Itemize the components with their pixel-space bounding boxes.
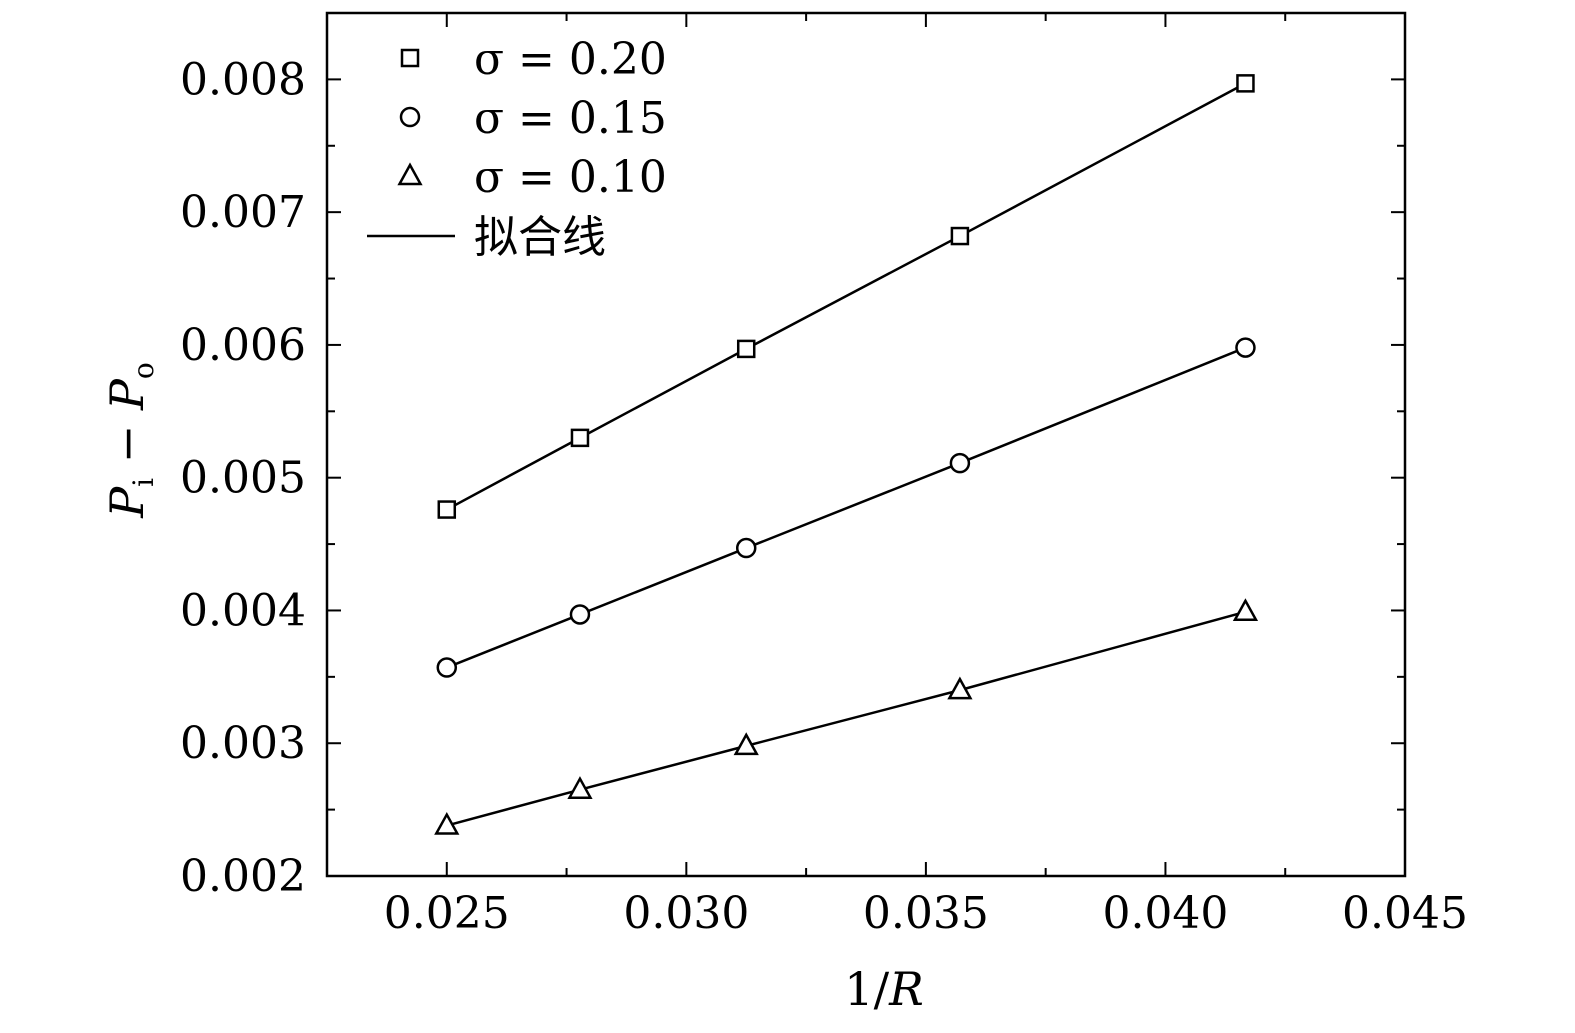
- x-tick-label: 0.025: [384, 888, 510, 939]
- legend-label: σ = 0.10: [474, 152, 667, 203]
- legend-circle-marker: [399, 106, 421, 128]
- circle-marker: [1235, 337, 1256, 358]
- circle-marker: [436, 657, 458, 678]
- y-tick-label: 0.004: [180, 585, 306, 636]
- triangle-marker: [1232, 598, 1259, 622]
- legend-fit-line-label: 拟合线: [474, 212, 606, 263]
- square-marker: [1236, 74, 1255, 93]
- legend-triangle-marker: [397, 162, 423, 186]
- fit-line-series-0: [446, 82, 1247, 511]
- y-tick-labels: 0.002 0.003 0.004 0.005 0.006 0.007 0.008: [180, 54, 306, 902]
- y-axis-label: Pi − Po: [100, 362, 160, 519]
- triangle-marker: [434, 811, 460, 835]
- legend: σ = 0.20 σ = 0.15 σ = 0.10 拟合线: [367, 34, 667, 263]
- y-tick-label: 0.007: [180, 187, 306, 238]
- y-tick-label: 0.003: [180, 718, 306, 769]
- x-tick-label: 0.035: [863, 888, 989, 939]
- data-markers: [434, 74, 1259, 835]
- legend-label: σ = 0.15: [474, 93, 667, 144]
- fit-line-series-2: [446, 610, 1246, 827]
- circle-marker: [735, 537, 757, 559]
- y-tick-label: 0.008: [180, 54, 306, 105]
- y-tick-label: 0.005: [180, 453, 306, 504]
- plot-frame: [325, 11, 1407, 878]
- y-tick-label: 0.002: [180, 851, 306, 902]
- triangle-marker: [733, 732, 759, 756]
- square-marker: [570, 428, 590, 448]
- square-marker: [950, 226, 970, 246]
- triangle-marker: [947, 676, 973, 700]
- x-tick-labels: 0.025 0.030 0.035 0.040 0.045: [384, 888, 1468, 939]
- square-marker: [437, 500, 457, 519]
- legend-square-marker: [400, 48, 420, 68]
- circle-marker: [569, 604, 591, 625]
- x-tick-label: 0.030: [623, 888, 749, 939]
- y-tick-label: 0.006: [180, 320, 306, 371]
- x-axis-label: 1/R: [844, 962, 923, 1016]
- square-marker: [736, 339, 756, 359]
- x-tick-label: 0.045: [1342, 888, 1468, 939]
- legend-label: σ = 0.20: [474, 34, 667, 85]
- triangle-marker: [567, 776, 593, 799]
- x-tick-label: 0.040: [1102, 888, 1228, 939]
- circle-marker: [949, 452, 971, 474]
- axis-ticks: [326, 12, 1406, 877]
- fit-line-series-1: [446, 346, 1246, 669]
